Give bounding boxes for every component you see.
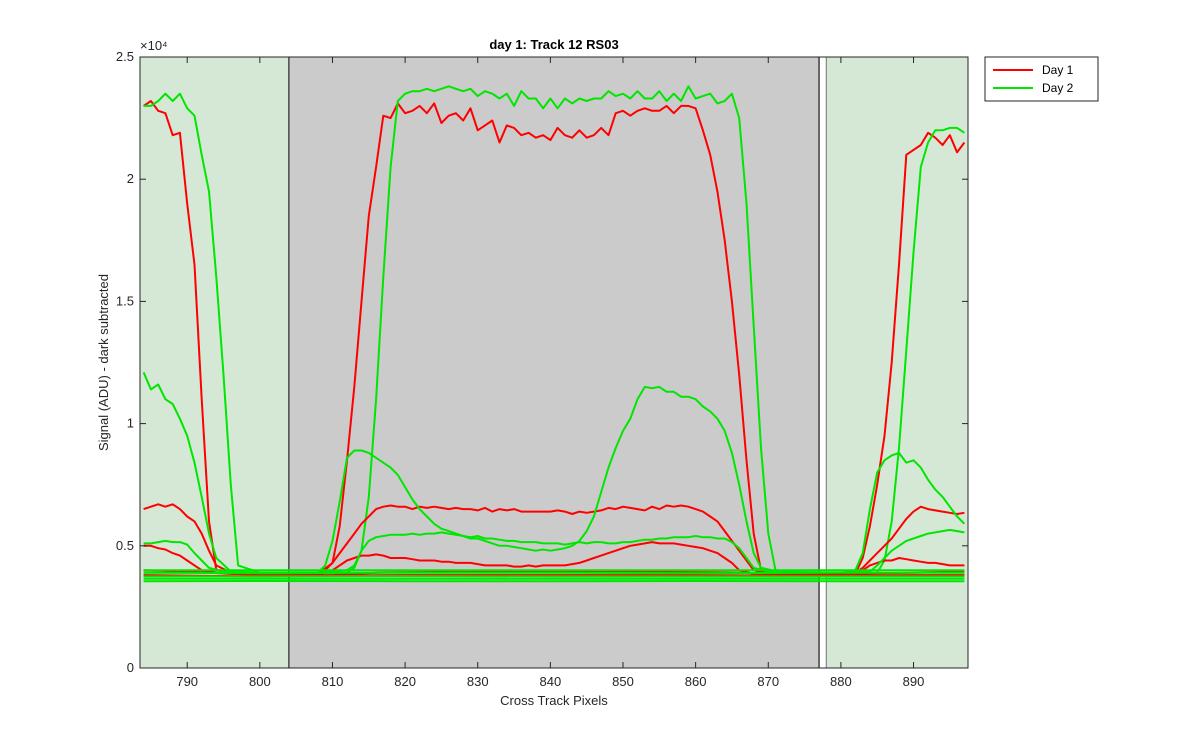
x-tick-label: 820 [394, 674, 416, 689]
x-tick-label: 870 [757, 674, 779, 689]
x-axis-label: Cross Track Pixels [500, 693, 608, 708]
legend-items: Day 1 Day 2 [993, 63, 1074, 95]
y-axis-label: Signal (ADU) - dark subtracted [96, 274, 111, 451]
legend-box [984, 56, 1099, 102]
x-tick-label: 890 [903, 674, 925, 689]
plot-frame [139, 56, 969, 669]
y-tick-label: 1 [127, 416, 134, 431]
region-3 [826, 57, 968, 668]
y-axis-exponent: ×10⁴ [140, 38, 168, 53]
region-0 [140, 57, 289, 668]
axis-ticks: 790 800 810 820 830 840 850 860 870 880 890 0 0.5 1 1.… [116, 49, 968, 689]
series-lines [142, 85, 966, 583]
x-tick-label: 880 [830, 674, 852, 689]
x-tick-label: 790 [176, 674, 198, 689]
x-tick-label: 840 [540, 674, 562, 689]
y-tick-label: 0 [127, 660, 134, 675]
legend-label: Day 1 [1042, 63, 1074, 77]
chart-title: day 1: Track 12 RS03 [489, 37, 618, 52]
x-tick-label: 800 [249, 674, 271, 689]
x-tick-label: 810 [322, 674, 344, 689]
y-tick-label: 0.5 [116, 538, 134, 553]
x-tick-label: 830 [467, 674, 489, 689]
x-tick-label: 860 [685, 674, 707, 689]
legend-label: Day 2 [1042, 81, 1074, 95]
y-tick-label: 2 [127, 171, 134, 186]
y-tick-label: 2.5 [116, 49, 134, 64]
series-line-9 [143, 571, 965, 575]
legend: Day 1 Day 2 [984, 56, 1099, 102]
x-tick-label: 850 [612, 674, 634, 689]
y-tick-label: 1.5 [116, 293, 134, 308]
